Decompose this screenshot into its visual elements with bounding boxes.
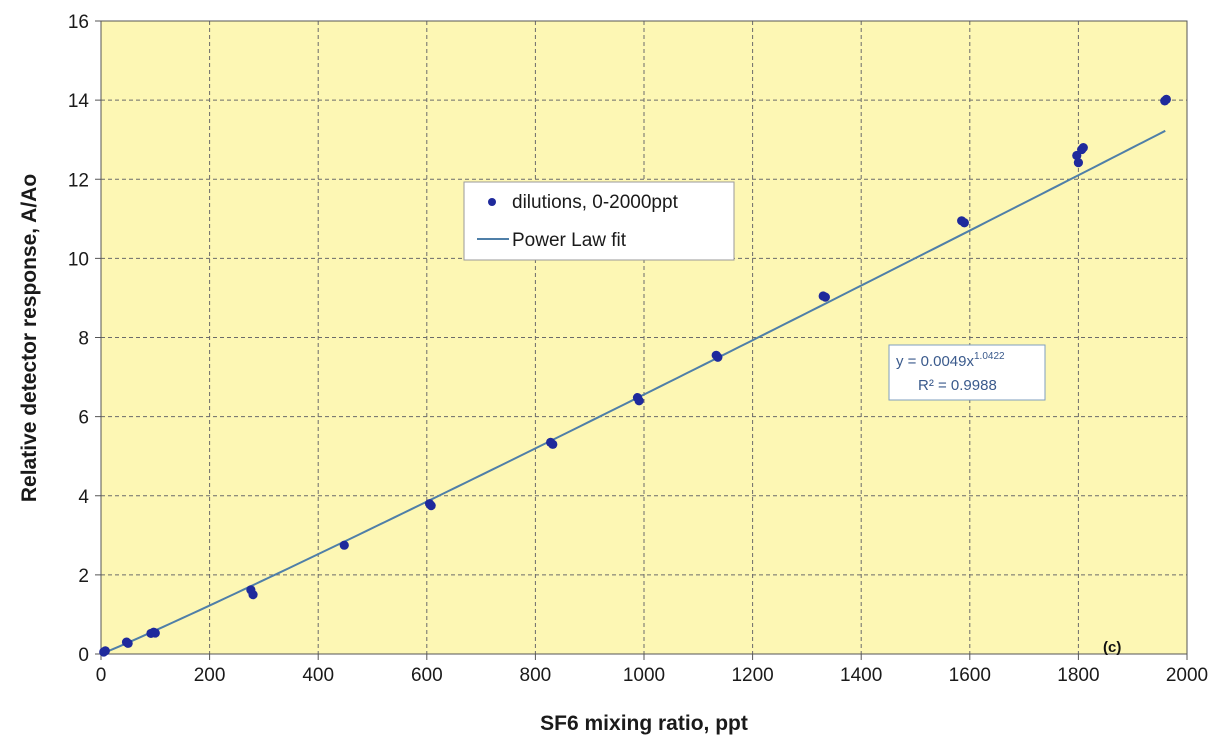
data-point xyxy=(248,590,258,600)
legend: dilutions, 0-2000ppt Power Law fit xyxy=(463,181,735,261)
legend-marker-dilutions xyxy=(488,198,496,206)
panel-label: (c) xyxy=(1103,639,1121,656)
x-tick-label: 800 xyxy=(520,665,552,686)
x-tick-label: 1600 xyxy=(949,665,991,686)
data-point xyxy=(1073,158,1083,168)
data-point xyxy=(634,396,644,406)
y-tick-label: 0 xyxy=(78,645,89,666)
x-tick-label: 200 xyxy=(194,665,226,686)
legend-label-fit: Power Law fit xyxy=(512,230,627,251)
data-point xyxy=(959,218,969,228)
legend-label-dilutions: dilutions, 0-2000ppt xyxy=(512,192,679,213)
x-tick-label: 1800 xyxy=(1057,665,1099,686)
grid xyxy=(101,21,1187,654)
y-tick-label: 4 xyxy=(78,487,89,508)
y-tick-label: 10 xyxy=(68,249,89,270)
x-tick-label: 0 xyxy=(96,665,107,686)
x-tick-label: 2000 xyxy=(1166,665,1208,686)
power-law-fit-line xyxy=(101,129,1166,655)
data-point xyxy=(426,501,436,511)
data-point xyxy=(548,439,558,449)
data-point xyxy=(820,292,830,302)
axis-ticks: 0 200 400 600 800 1000 1200 1400 1600 1800 2000 0 2 4… xyxy=(68,12,1208,686)
y-tick-label: 2 xyxy=(78,566,89,587)
r-squared: R² = 0.9988 xyxy=(918,377,997,394)
data-point xyxy=(713,352,723,362)
x-tick-label: 1200 xyxy=(731,665,773,686)
data-point xyxy=(123,638,133,648)
y-tick-label: 14 xyxy=(68,91,90,112)
equation-box: y = 0.0049x1.0422 R² = 0.9988 xyxy=(888,344,1046,401)
y-tick-label: 12 xyxy=(68,170,89,191)
fit-equation-exponent: 1.0422 xyxy=(974,351,1005,362)
data-points xyxy=(99,94,1171,657)
x-tick-label: 400 xyxy=(302,665,334,686)
x-tick-label: 1400 xyxy=(840,665,882,686)
data-point xyxy=(1161,94,1171,104)
data-point xyxy=(1078,143,1088,153)
fit-line-layer xyxy=(101,129,1166,655)
data-point xyxy=(150,628,160,638)
x-axis-title: SF6 mixing ratio, ppt xyxy=(540,712,748,735)
y-tick-label: 16 xyxy=(68,12,89,33)
equation-box-frame xyxy=(888,344,1046,401)
data-point xyxy=(339,540,349,550)
legend-box xyxy=(463,181,735,261)
x-tick-label: 1000 xyxy=(623,665,665,686)
y-axis-title: Relative detector response, A/Ao xyxy=(18,174,41,502)
fit-equation: y = 0.0049x1.0422 xyxy=(896,351,1005,370)
x-tick-label: 600 xyxy=(411,665,443,686)
data-point xyxy=(100,646,110,656)
y-tick-label: 6 xyxy=(78,408,89,429)
y-tick-label: 8 xyxy=(78,329,89,350)
fit-equation-base: y = 0.0049x xyxy=(896,353,974,370)
